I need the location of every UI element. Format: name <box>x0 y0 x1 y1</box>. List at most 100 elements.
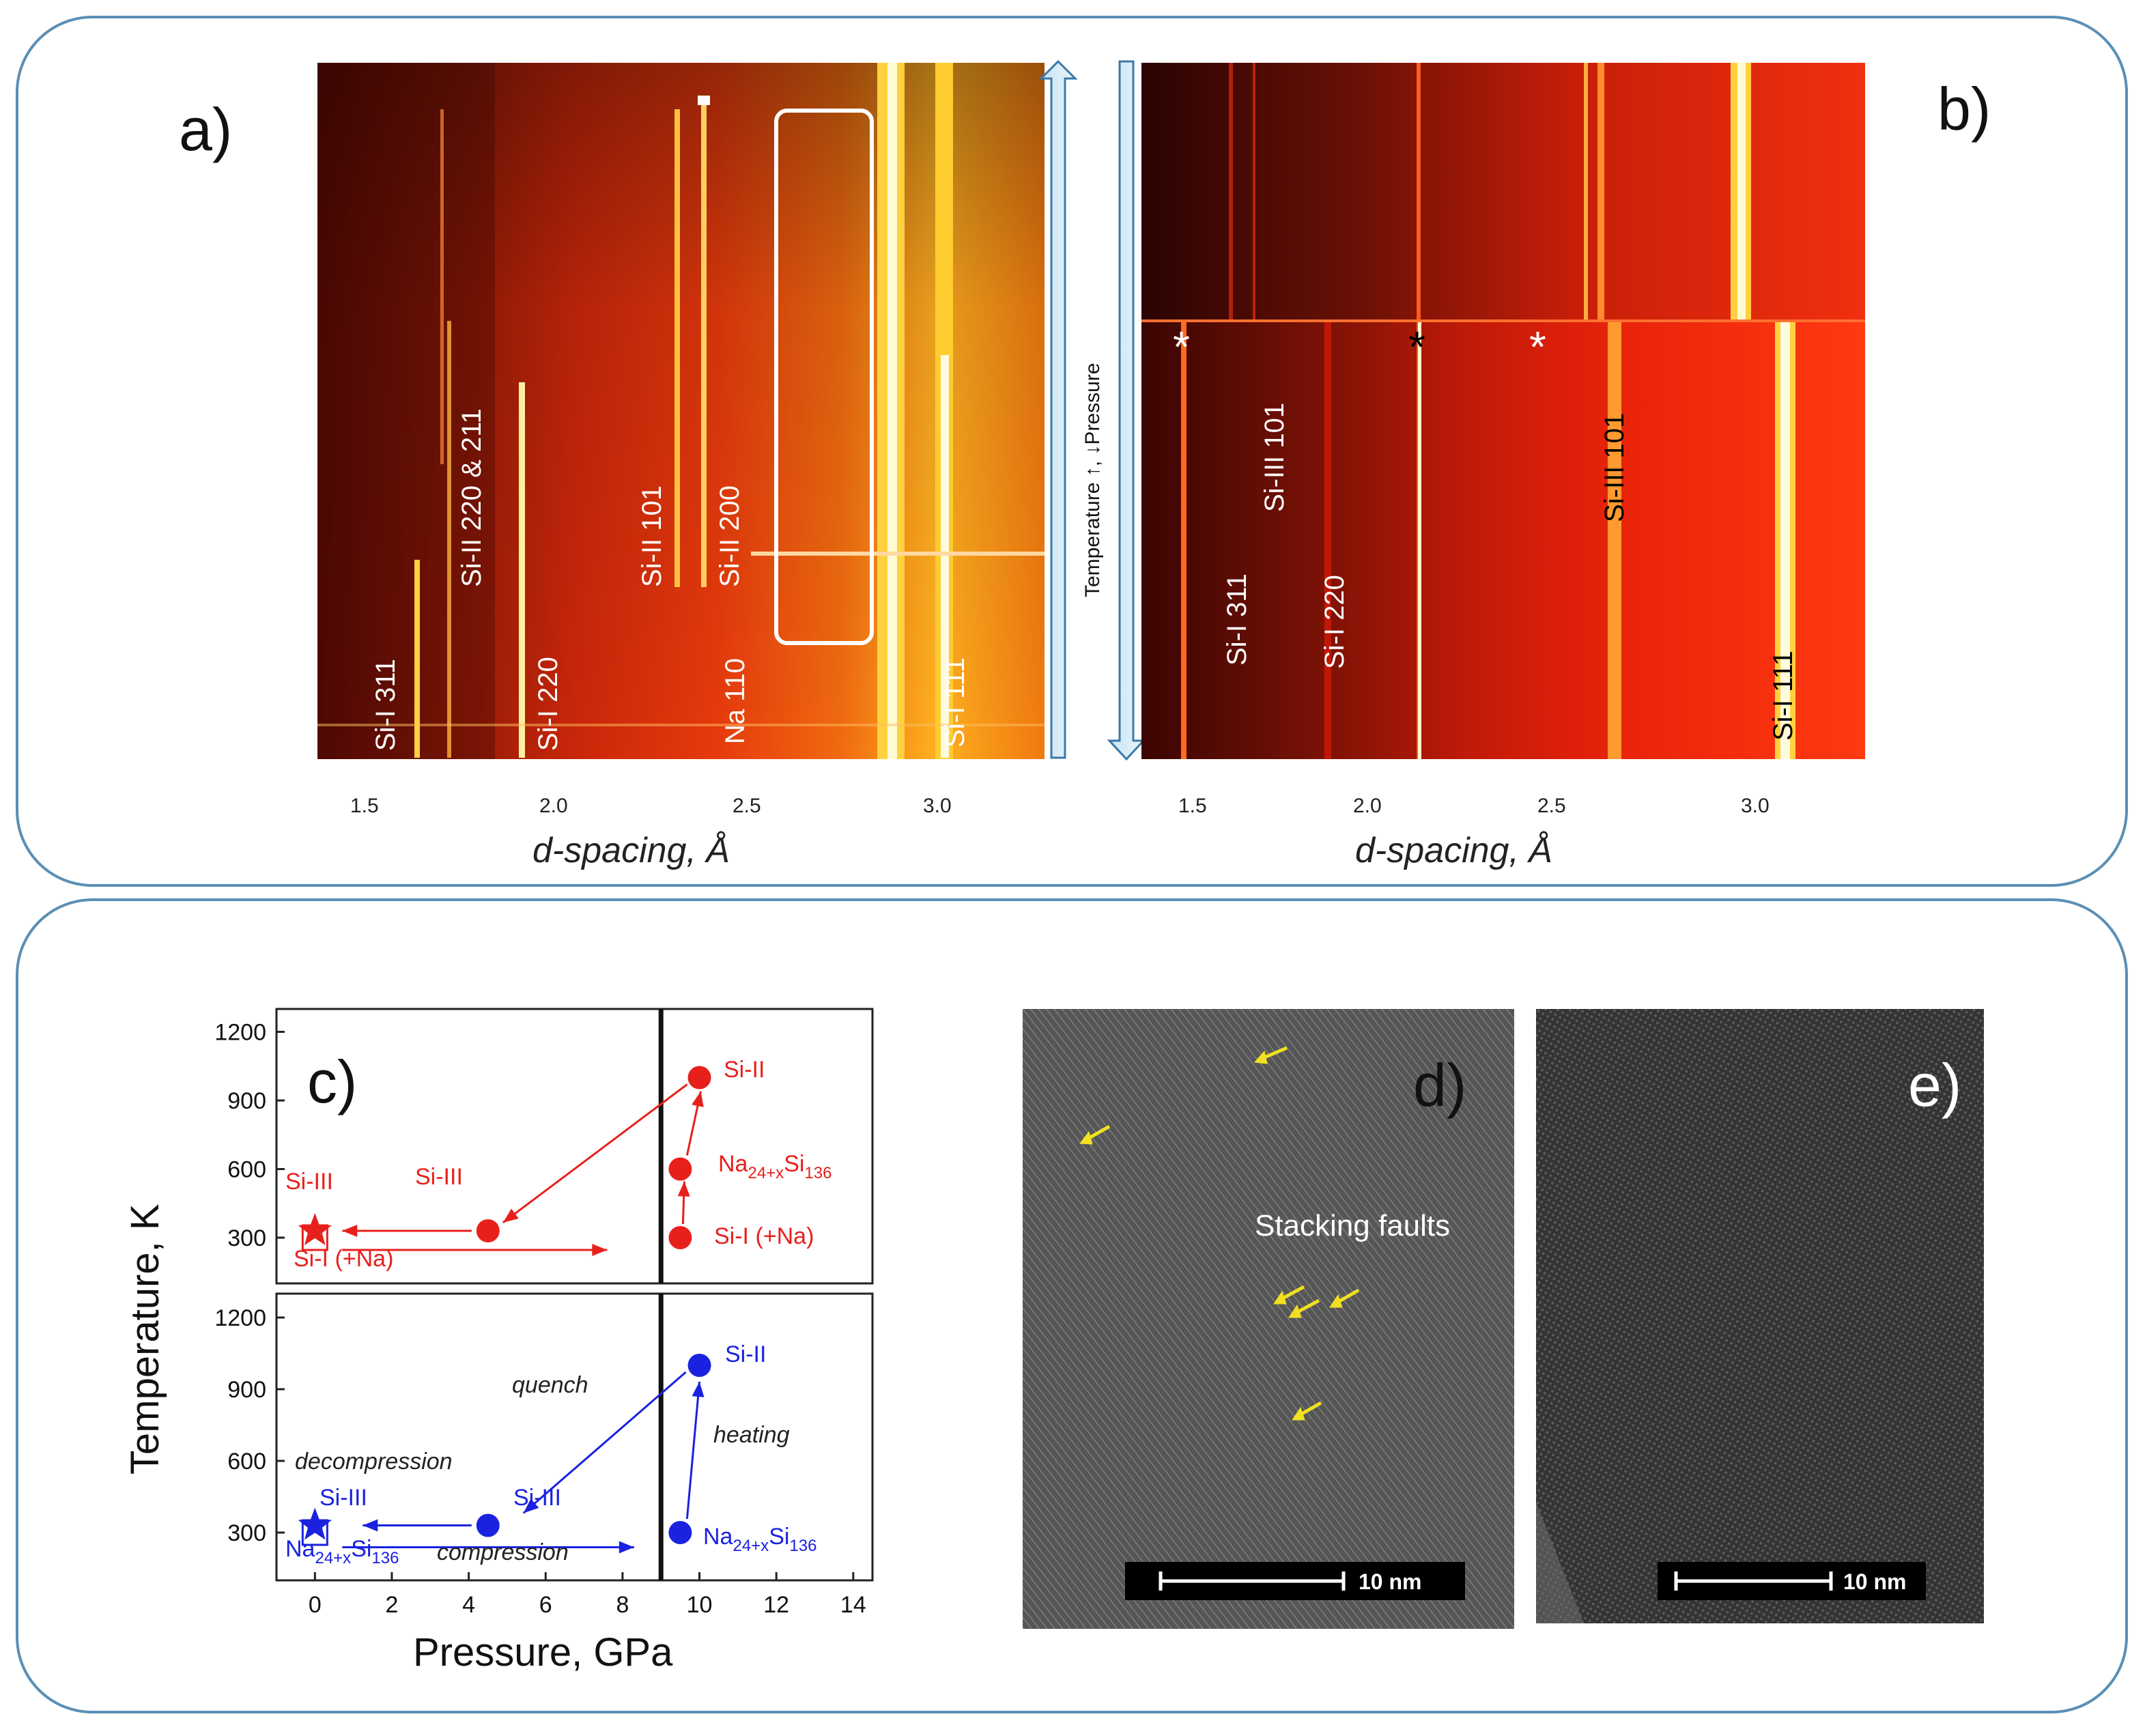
c-path-arrow <box>522 1371 687 1514</box>
label-si-i-220-a: Si-I 220 <box>533 657 563 751</box>
c-top-si: Si <box>784 1151 804 1177</box>
c-point-circle <box>668 1521 692 1544</box>
label-na-110: Na 110 <box>720 658 750 744</box>
c-ylabel: Temperature, K <box>123 1204 167 1475</box>
panel-a-highlight-box <box>774 109 874 645</box>
c-ytick-label: 1200 <box>214 1305 266 1331</box>
c-point-square <box>301 1224 328 1251</box>
c-ytick-label: 300 <box>227 1520 266 1546</box>
panel-c-letter: c) <box>307 1048 357 1115</box>
c-ytick-label: 1200 <box>214 1020 266 1046</box>
panel-a-lines <box>317 63 1045 759</box>
c-point-circle <box>668 1157 692 1181</box>
c-arrowhead <box>692 1382 705 1397</box>
tick-a-2: 2.0 <box>539 795 568 817</box>
panel-b-axis-title: d-spacing, Å <box>1355 831 1552 870</box>
c-bot-na-r-sub: 24+x <box>733 1537 769 1555</box>
panel-d: d) Stacking faults 10 nm <box>1023 1009 1514 1629</box>
c-arrowhead <box>692 1091 704 1107</box>
c-bot-na-l: Na <box>285 1536 315 1562</box>
tick-b-1: 1.5 <box>1178 795 1207 817</box>
panel-c: Temperature, K Pressure, GPa c) 0 2 4 6 8 10 1… <box>123 1008 874 1675</box>
panel-e-scalebar-label: 10 nm <box>1843 1569 1906 1594</box>
tick-a-1: 1.5 <box>350 795 379 817</box>
c-path-arrow <box>502 1083 688 1224</box>
c-bot-si-l-sub: 136 <box>371 1549 399 1567</box>
c-point-square <box>301 1519 328 1546</box>
c-path-arrow <box>685 1381 701 1520</box>
marker-star-2: * <box>1408 322 1425 371</box>
c-bot-si-ii: Si-II <box>725 1341 766 1367</box>
panel-a-x-axis: 1.5 2.0 2.5 3.0 d-spacing, Å <box>350 795 952 870</box>
up-arrow <box>1038 59 1078 759</box>
label-si-i-220-b: Si-I 220 <box>1320 575 1350 669</box>
marker-star-3: * <box>1529 322 1546 371</box>
tick-a-3: 2.5 <box>733 795 761 817</box>
chart-top-plot <box>275 1008 874 1285</box>
c-xtick-label: 14 <box>840 1592 866 1618</box>
panel-d-caption: Stacking faults <box>1255 1209 1450 1242</box>
c-point-circle <box>476 1513 500 1537</box>
marker-star-1: * <box>1173 322 1190 371</box>
c-bot-si-l: Si <box>351 1536 371 1562</box>
panel-b-heatmap-top <box>1141 63 1865 321</box>
panel-e-letter: e) <box>1908 1051 1961 1119</box>
c-xtick-label: 10 <box>687 1592 713 1618</box>
c-bot-si-r: Si <box>769 1524 789 1550</box>
c-top-si-i-na-left: Si-I (+Na) <box>294 1246 393 1272</box>
c-decompression: decompression <box>295 1449 453 1475</box>
c-point-circle <box>668 1226 692 1249</box>
c-bot-si-iii-left: Si-III <box>319 1485 367 1511</box>
panel-b-letter: b) <box>1937 75 1991 143</box>
c-bot-si-iii-mid: Si-III <box>513 1485 561 1511</box>
tick-b-4: 3.0 <box>1741 795 1770 817</box>
c-arrowhead <box>677 1181 690 1197</box>
c-arrowhead <box>592 1243 608 1256</box>
c-bottom-labels: Si-II Si-III Si-III quench heating decom… <box>285 1341 816 1567</box>
c-top-si-iii-left: Si-III <box>285 1169 333 1195</box>
c-point-star <box>298 1213 332 1245</box>
c-top-labels: Si-II Si-III Si-III Si-I (+Na) Si-I (+Na… <box>285 1057 832 1272</box>
panel-a: a) Si-I 311 Si-II 220 & 211 Si-I 220 Si-… <box>179 63 1045 870</box>
c-ticks: 0 2 4 6 8 10 12 14 300 600 900 1200 300 600 900 1200 <box>214 1020 866 1619</box>
c-xlabel: Pressure, GPa <box>413 1630 673 1675</box>
c-ytick-label: 900 <box>227 1377 266 1403</box>
c-top-na: Na <box>718 1151 748 1177</box>
panel-a-letter: a) <box>179 96 232 163</box>
label-si-ii-200: Si-II 200 <box>715 485 745 587</box>
c-ytick-label: 600 <box>227 1157 266 1183</box>
c-xtick-label: 0 <box>309 1592 322 1618</box>
label-si-i-111-a: Si-I 111 <box>940 657 970 748</box>
panel-e: e) 10 nm <box>1536 1009 1984 1623</box>
c-top-na-phase: Na24+xSi136 <box>718 1151 832 1182</box>
c-bot-na-right: Na24+xSi136 <box>703 1524 816 1555</box>
panel-d-scalebar-label: 10 nm <box>1359 1569 1421 1594</box>
label-si-i-111-b: Si-I 111 <box>1768 651 1798 741</box>
tick-b-3: 2.5 <box>1537 795 1566 817</box>
c-top-si-sub: 136 <box>804 1164 832 1182</box>
panel-b-heatmap-bottom <box>1141 321 1865 759</box>
c-bot-na-left: Na24+xSi136 <box>285 1536 399 1567</box>
c-top-si-ii: Si-II <box>724 1057 765 1083</box>
label-si-iii-101-b2: Si-III 101 <box>1600 413 1630 522</box>
c-heating: heating <box>713 1422 790 1448</box>
panel-a-axis-title: d-spacing, Å <box>532 831 730 870</box>
c-top-si-iii-mid: Si-III <box>415 1164 463 1190</box>
c-top-na-sub: 24+x <box>748 1164 784 1182</box>
tick-b-2: 2.0 <box>1353 795 1382 817</box>
c-point-circle <box>687 1354 711 1377</box>
c-xtick-label: 12 <box>763 1592 789 1618</box>
panel-b-lines <box>1141 63 1865 759</box>
panel-b-x-axis: 1.5 2.0 2.5 3.0 d-spacing, Å <box>1178 795 1770 870</box>
c-bot-na-r: Na <box>703 1524 733 1550</box>
c-ytick-label: 600 <box>227 1449 266 1475</box>
panel-d-letter: d) <box>1413 1051 1466 1119</box>
c-bot-na-l-sub: 24+x <box>315 1549 351 1567</box>
temperature-pressure-arrows: Temperature ↑, ↓Pressure <box>1038 59 1146 761</box>
down-arrow <box>1107 60 1146 761</box>
c-top-si-i-na-right: Si-I (+Na) <box>714 1223 814 1249</box>
c-quench: quench <box>512 1372 588 1398</box>
c-compression: compression <box>437 1539 569 1565</box>
chart-bottom-plot <box>275 1292 874 1582</box>
